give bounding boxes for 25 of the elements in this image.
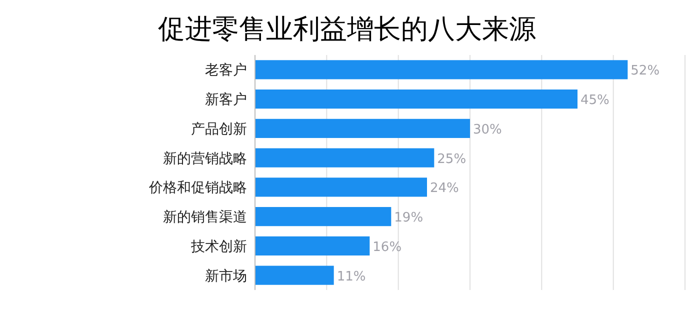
bar — [255, 148, 434, 168]
y-tick-label: 老客户 — [205, 62, 247, 79]
data-label: 25% — [437, 152, 466, 167]
data-label: 52% — [630, 64, 660, 79]
bar — [255, 118, 470, 138]
chart-title: 促进零售业利益增长的八大来源 — [158, 14, 536, 45]
y-tick-label: 技术创新 — [190, 238, 247, 255]
bar — [255, 60, 628, 80]
bar — [255, 236, 370, 256]
y-tick-label: 新客户 — [205, 92, 247, 108]
data-label: 45% — [580, 93, 610, 108]
y-tick-label: 产品创新 — [191, 121, 247, 138]
bar — [255, 266, 334, 285]
data-label: 19% — [394, 210, 424, 226]
y-tick-label: 新的销售渠道 — [163, 210, 247, 226]
bar — [255, 207, 392, 226]
data-label: 30% — [473, 122, 502, 138]
data-label: 11% — [336, 269, 366, 284]
y-tick-label: 新市场 — [205, 268, 247, 284]
data-label: 24% — [430, 181, 459, 196]
bar — [255, 90, 578, 109]
bar — [255, 178, 427, 197]
y-tick-label: 新的营销战略 — [163, 150, 247, 167]
y-tick-label: 价格和促销战略 — [148, 180, 247, 196]
data-label: 16% — [372, 240, 402, 255]
